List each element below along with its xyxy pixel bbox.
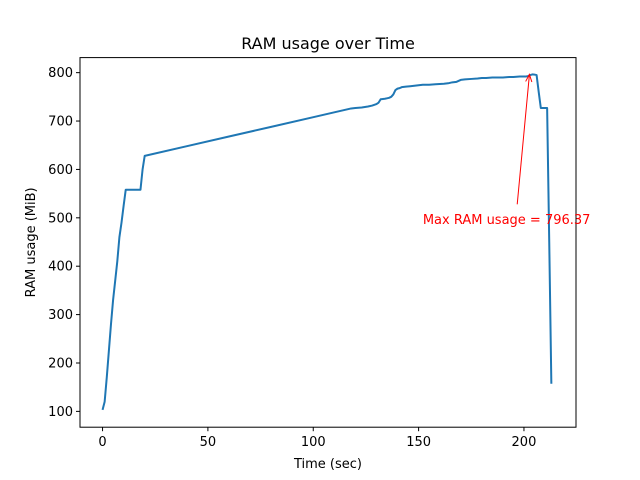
y-tick-label: 700 (48, 115, 73, 130)
y-tick-label: 400 (48, 260, 73, 275)
y-axis-ticks: 100 200 300 400 500 600 700 800 (48, 66, 80, 420)
y-tick-label: 600 (48, 163, 73, 178)
x-axis-ticks: 0 50 100 150 200 (98, 427, 536, 450)
x-axis-label: Time (sec) (293, 457, 362, 472)
y-axis-label: RAM usage (MiB) (24, 187, 39, 297)
y-tick-label: 800 (48, 66, 73, 81)
y-tick-label: 200 (48, 356, 73, 371)
x-tick-label: 150 (406, 435, 431, 450)
ram-usage-line (101, 73, 553, 411)
y-tick-label: 100 (48, 405, 73, 420)
x-tick-label: 100 (301, 435, 326, 450)
x-tick-label: 0 (98, 435, 106, 450)
max-ram-annotation: Max RAM usage = 796.37 (423, 73, 591, 228)
annotation-arrow-head (525, 73, 533, 83)
annotation-arrow-line (516, 74, 530, 205)
chart-title: RAM usage over Time (241, 34, 415, 53)
plot-frame (79, 57, 577, 428)
y-tick-label: 500 (48, 211, 73, 226)
x-tick-label: 50 (200, 435, 217, 450)
y-tick-label: 300 (48, 308, 73, 323)
x-tick-label: 200 (512, 435, 537, 450)
annotation-text: Max RAM usage = 796.37 (423, 213, 591, 228)
